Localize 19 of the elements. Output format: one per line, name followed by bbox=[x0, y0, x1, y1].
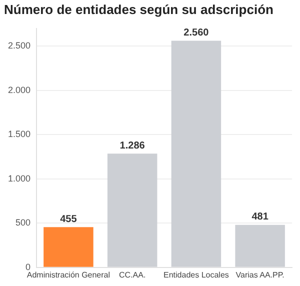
data-label: 2.560 bbox=[184, 28, 210, 39]
y-tick-label: 1.500 bbox=[8, 129, 31, 140]
data-label: 455 bbox=[60, 214, 78, 225]
x-tick-label: Entidades Locales bbox=[164, 270, 229, 280]
bar bbox=[44, 227, 94, 267]
y-tick-label: 2.500 bbox=[8, 40, 31, 51]
y-tick-label: 1.000 bbox=[8, 173, 31, 184]
data-label: 481 bbox=[252, 212, 269, 223]
x-tick-label: Administración General bbox=[26, 270, 110, 280]
x-tick-label: CC.AA. bbox=[118, 270, 146, 280]
y-tick-label: 0 bbox=[26, 262, 31, 272]
bar bbox=[235, 224, 285, 267]
y-tick-label: 500 bbox=[15, 218, 31, 228]
x-tick-label: Varias AA.PP. bbox=[236, 270, 284, 280]
bar bbox=[107, 154, 158, 267]
y-tick-label: 2.000 bbox=[8, 84, 31, 95]
bar bbox=[171, 40, 222, 267]
data-label: 1.286 bbox=[120, 140, 146, 152]
chart-title: Número de entidades según su adscripción bbox=[4, 2, 274, 17]
